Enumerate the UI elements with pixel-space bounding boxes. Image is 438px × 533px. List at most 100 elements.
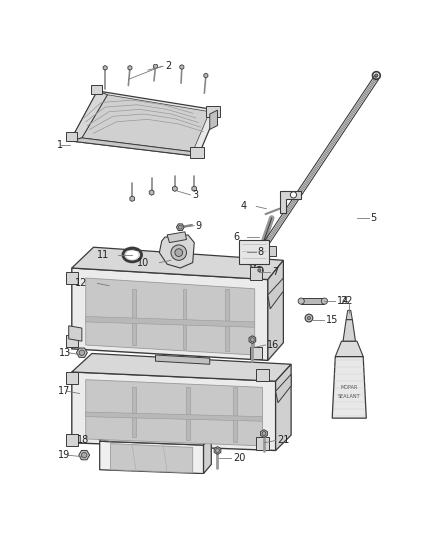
- Ellipse shape: [126, 251, 138, 260]
- Text: 1: 1: [57, 140, 63, 150]
- Polygon shape: [268, 278, 283, 309]
- Polygon shape: [173, 186, 177, 191]
- Polygon shape: [70, 138, 198, 156]
- Polygon shape: [103, 66, 107, 70]
- Bar: [256, 438, 268, 450]
- Polygon shape: [72, 268, 268, 360]
- Polygon shape: [159, 235, 194, 268]
- Polygon shape: [214, 447, 221, 454]
- Bar: [301, 298, 325, 304]
- Circle shape: [321, 298, 328, 304]
- Polygon shape: [268, 260, 283, 360]
- Polygon shape: [82, 95, 210, 152]
- Text: MOPAR: MOPAR: [341, 385, 358, 390]
- Polygon shape: [276, 374, 291, 403]
- Text: 20: 20: [233, 453, 245, 463]
- Text: 14: 14: [337, 296, 349, 306]
- Polygon shape: [100, 431, 211, 445]
- Circle shape: [255, 266, 263, 274]
- Polygon shape: [187, 387, 191, 440]
- Text: 18: 18: [77, 435, 89, 445]
- Polygon shape: [72, 372, 276, 450]
- Polygon shape: [192, 186, 197, 191]
- Circle shape: [305, 314, 313, 322]
- Polygon shape: [132, 289, 136, 345]
- Bar: [256, 369, 268, 381]
- Polygon shape: [233, 387, 237, 442]
- Text: 11: 11: [97, 250, 109, 260]
- Bar: [191, 147, 204, 158]
- Polygon shape: [72, 247, 283, 280]
- Polygon shape: [72, 353, 291, 381]
- Text: 15: 15: [326, 314, 339, 325]
- Polygon shape: [249, 336, 256, 343]
- Polygon shape: [86, 412, 262, 421]
- Polygon shape: [332, 357, 366, 418]
- Polygon shape: [100, 441, 204, 474]
- Text: 8: 8: [258, 247, 264, 257]
- Text: 21: 21: [277, 435, 290, 446]
- Text: 13: 13: [59, 348, 71, 358]
- Polygon shape: [336, 341, 363, 357]
- Polygon shape: [177, 224, 184, 231]
- Text: 17: 17: [58, 386, 70, 396]
- Text: SEALANT: SEALANT: [338, 394, 360, 399]
- Polygon shape: [132, 387, 136, 438]
- Polygon shape: [204, 73, 208, 78]
- Circle shape: [375, 74, 378, 77]
- Circle shape: [298, 298, 304, 304]
- Polygon shape: [86, 379, 262, 446]
- Polygon shape: [153, 64, 158, 69]
- Polygon shape: [155, 355, 210, 364]
- Polygon shape: [210, 110, 218, 130]
- Polygon shape: [204, 435, 211, 474]
- Polygon shape: [128, 66, 132, 70]
- Bar: [250, 346, 262, 359]
- Text: 12: 12: [75, 278, 87, 288]
- Bar: [66, 433, 78, 446]
- Text: 5: 5: [370, 213, 376, 223]
- Polygon shape: [70, 91, 218, 156]
- Text: 2: 2: [165, 61, 171, 71]
- Polygon shape: [167, 232, 187, 243]
- Bar: [268, 246, 276, 256]
- Polygon shape: [225, 289, 229, 351]
- Text: 22: 22: [340, 296, 353, 306]
- Polygon shape: [110, 443, 193, 473]
- Polygon shape: [346, 310, 352, 320]
- Text: 4: 4: [241, 201, 247, 212]
- Text: 6: 6: [233, 232, 239, 242]
- Circle shape: [79, 350, 85, 356]
- Polygon shape: [276, 364, 291, 450]
- Bar: [66, 335, 78, 348]
- Circle shape: [175, 249, 183, 256]
- Polygon shape: [70, 91, 107, 141]
- Circle shape: [178, 225, 182, 229]
- Circle shape: [262, 432, 266, 435]
- Text: 9: 9: [196, 221, 202, 231]
- Circle shape: [307, 317, 311, 320]
- Text: 19: 19: [58, 450, 70, 460]
- Text: 3: 3: [192, 190, 198, 200]
- Polygon shape: [77, 348, 87, 358]
- Polygon shape: [86, 278, 255, 355]
- Polygon shape: [86, 317, 255, 327]
- Text: 16: 16: [267, 340, 279, 350]
- Polygon shape: [130, 196, 134, 201]
- Bar: [250, 267, 262, 280]
- Text: 10: 10: [137, 257, 149, 268]
- Polygon shape: [279, 191, 301, 213]
- Text: 7: 7: [272, 267, 278, 277]
- Circle shape: [81, 453, 87, 458]
- Polygon shape: [180, 64, 184, 69]
- Bar: [239, 239, 268, 264]
- Circle shape: [215, 449, 219, 453]
- Circle shape: [171, 245, 187, 260]
- Bar: [66, 272, 78, 284]
- Polygon shape: [79, 450, 90, 460]
- Polygon shape: [149, 190, 154, 195]
- Bar: [66, 372, 78, 384]
- Bar: [91, 85, 102, 94]
- Circle shape: [251, 338, 254, 342]
- Polygon shape: [183, 289, 187, 349]
